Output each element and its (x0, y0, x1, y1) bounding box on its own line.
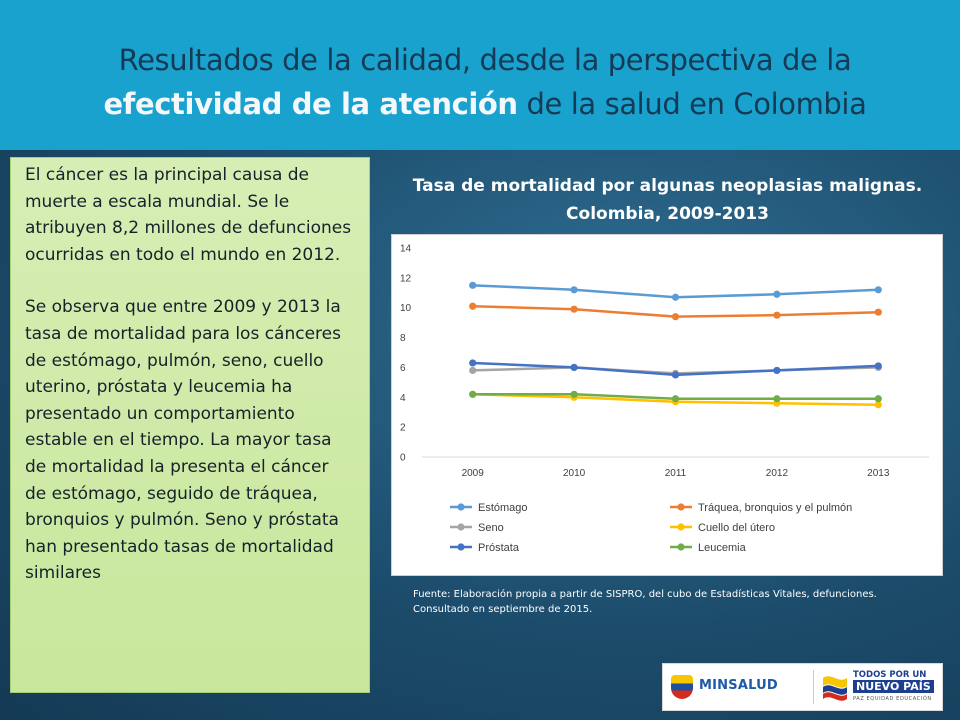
data-point (773, 366, 781, 375)
title-part1: Resultados de la calidad, desde la persp… (118, 43, 852, 77)
chart-title-line-2: Colombia, 2009-2013 (566, 204, 769, 224)
todos-por-un-nuevo-pais-logo: TODOS POR UN NUEVO PAÍS PAZ EQUIDAD EDUC… (821, 667, 939, 707)
x-tick-label: 2013 (867, 468, 890, 479)
legend-label: Próstata (478, 542, 520, 554)
minsalud-logo: MINSALUD (671, 673, 791, 701)
legend-label: Leucemia (698, 542, 747, 554)
legend-swatch-marker (457, 543, 465, 551)
data-point (570, 286, 578, 294)
todos-line-1: TODOS POR UN (853, 670, 927, 680)
summary-paragraph-1: El cáncer es la principal causa de muert… (25, 165, 352, 265)
minsalud-wordmark: MINSALUD (699, 678, 778, 693)
legend-label: Estómago (478, 502, 528, 514)
data-point (671, 371, 680, 379)
data-point (469, 359, 477, 367)
paragraph-spacer (25, 268, 355, 294)
todos-line-3: PAZ EQUIDAD EDUCACIÓN (853, 696, 932, 702)
data-point (874, 395, 882, 403)
todos-line-2: NUEVO PAÍS (853, 680, 934, 693)
data-point (570, 390, 578, 398)
chart-canvas: 0 2 4 6 8 10 12 14 2009 2010 2011 2012 2013 Estómago T… (400, 244, 929, 554)
title-highlight: efectividad de la atención (103, 87, 519, 121)
data-point (469, 281, 477, 289)
source-line-2: Consultado en septiembre de 2015. (413, 604, 593, 615)
data-point (773, 290, 781, 298)
x-tick-label: 2011 (665, 468, 687, 479)
data-point (469, 366, 477, 375)
data-point (570, 363, 578, 372)
y-tick-label: 12 (400, 273, 412, 284)
y-tick-label: 0 (400, 453, 406, 464)
legend-label: Seno (478, 522, 504, 534)
legend-label: Cuello del útero (698, 522, 775, 534)
data-point (671, 395, 680, 403)
data-point (469, 302, 477, 310)
source-line-1: Fuente: Elaboración propia a partir de S… (413, 589, 877, 600)
data-point (773, 311, 781, 319)
flag-wave-icon (823, 676, 847, 701)
summary-text-box: El cáncer es la principal causa de muert… (10, 157, 370, 693)
data-point (874, 401, 882, 409)
data-point (874, 362, 882, 370)
y-tick-label: 8 (400, 333, 406, 344)
data-point (469, 390, 477, 398)
legend-swatch-marker (677, 503, 685, 511)
legend-swatch-marker (457, 503, 465, 511)
x-tick-label: 2012 (766, 468, 789, 479)
chart-title: Tasa de mortalidad por algunas neoplasia… (375, 172, 960, 228)
y-tick-label: 2 (400, 423, 406, 434)
y-tick-label: 10 (400, 303, 412, 314)
data-point (874, 286, 882, 294)
legend-label: Tráquea, bronquios y el pulmón (698, 502, 852, 514)
legend-swatch-marker (677, 543, 685, 551)
data-point (671, 313, 680, 321)
chart-title-line-1: Tasa de mortalidad por algunas neoplasia… (412, 176, 923, 196)
slide-title: Resultados de la calidad, desde la persp… (40, 38, 930, 126)
summary-paragraph-2: Se observa que entre 2009 y 2013 la tasa… (25, 297, 341, 584)
legend-swatch-marker (457, 523, 465, 531)
y-tick-label: 14 (400, 244, 412, 255)
x-tick-label: 2009 (462, 468, 485, 479)
source-note: Fuente: Elaboración propia a partir de S… (413, 587, 943, 617)
x-tick-label: 2010 (563, 468, 586, 479)
data-point (874, 308, 882, 316)
data-point (671, 293, 680, 301)
legend-swatch-marker (677, 523, 685, 531)
y-tick-label: 6 (400, 363, 406, 374)
logo-bar: MINSALUD TODOS POR UN NUEVO PAÍS PAZ EQU… (662, 663, 943, 711)
title-banner: Resultados de la calidad, desde la persp… (0, 0, 960, 150)
coat-of-arms-icon (671, 675, 693, 699)
logo-divider (813, 670, 814, 704)
data-point (570, 305, 578, 313)
y-tick-label: 4 (400, 393, 406, 404)
title-part2: de la salud en Colombia (517, 87, 867, 121)
data-point (773, 395, 781, 403)
line-chart: 0 2 4 6 8 10 12 14 2009 2010 2011 2012 2013 Estómago T… (391, 234, 943, 576)
